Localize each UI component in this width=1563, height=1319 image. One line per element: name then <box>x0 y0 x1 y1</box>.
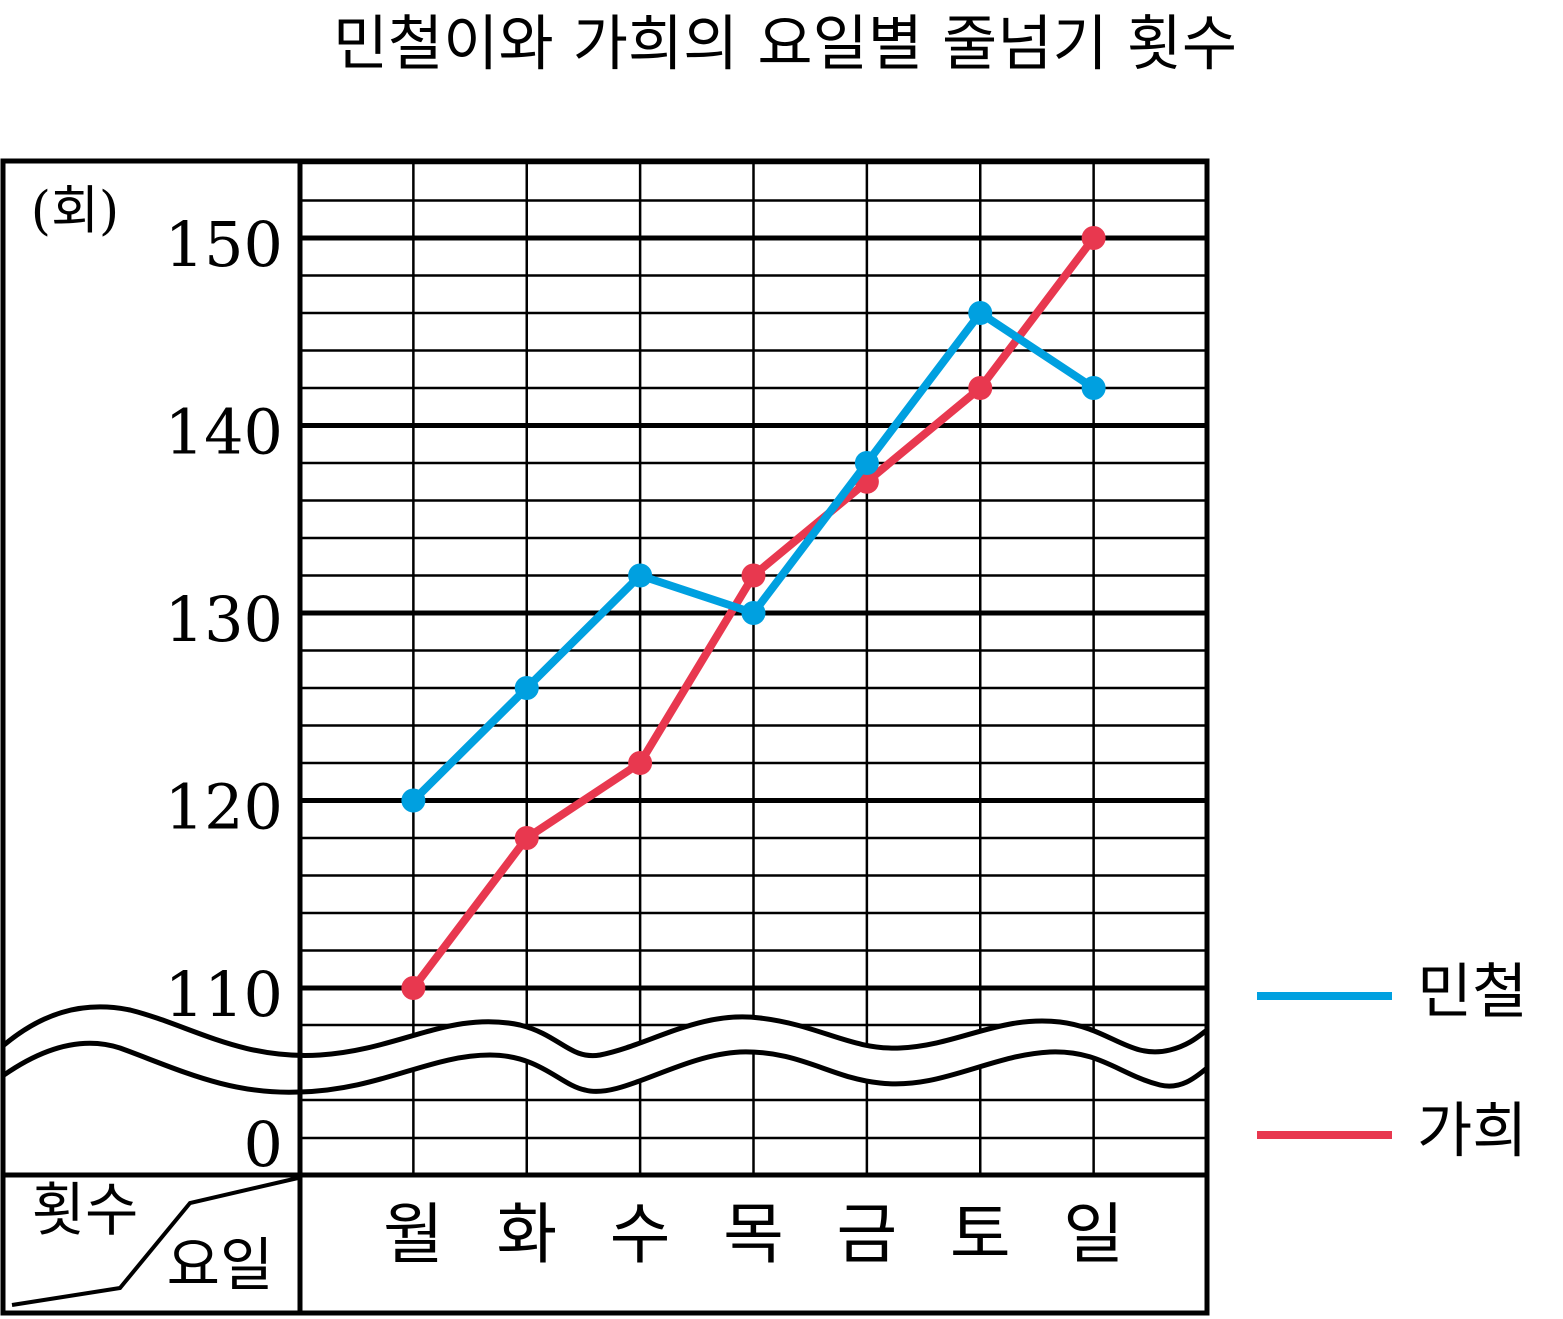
data-point <box>628 563 653 588</box>
break-fill <box>4 1006 1207 1093</box>
y-tick-label: 150 <box>165 208 283 281</box>
x-tick-label: 금 <box>837 1196 898 1273</box>
plot <box>401 226 1106 1000</box>
data-point <box>628 751 653 775</box>
data-point <box>1081 226 1106 250</box>
data-point <box>401 788 426 813</box>
corner-label: 요일 <box>167 1231 274 1299</box>
y-tick-label: 120 <box>165 771 283 844</box>
chart-title: 민철이와 가희의 요일별 줄넘기 횟수 <box>333 10 1237 80</box>
data-point <box>854 451 879 475</box>
y-tick-label: 110 <box>165 958 283 1031</box>
break-curve <box>2 1004 1209 1059</box>
data-point <box>514 826 539 850</box>
corner-diagonal <box>11 1176 299 1307</box>
data-point <box>401 976 426 1000</box>
data-point <box>741 601 766 625</box>
x-tick-label: 토 <box>950 1196 1011 1273</box>
frame <box>0 158 1210 1316</box>
data-point <box>1081 376 1106 400</box>
break-curve <box>2 1040 1209 1095</box>
data-point <box>741 563 766 588</box>
data-point <box>968 301 993 325</box>
y-tick-label: 140 <box>165 396 283 469</box>
y-tick-label: 130 <box>165 583 283 656</box>
axis-break <box>2 1004 1209 1095</box>
legend-label: 가희 <box>1417 1097 1527 1167</box>
data-point <box>514 676 539 700</box>
x-tick-label: 화 <box>496 1196 557 1273</box>
legend-label: 민철 <box>1417 958 1527 1028</box>
corner-label: 횟수 <box>32 1176 139 1244</box>
data-point <box>968 376 993 400</box>
y-tick-label: 0 <box>244 1108 283 1181</box>
y-unit: (회) <box>31 182 119 242</box>
x-tick-label: 일 <box>1063 1196 1124 1273</box>
x-tick-label: 수 <box>610 1196 671 1273</box>
x-tick-label: 목 <box>723 1196 784 1273</box>
x-tick-label: 월 <box>383 1196 444 1273</box>
